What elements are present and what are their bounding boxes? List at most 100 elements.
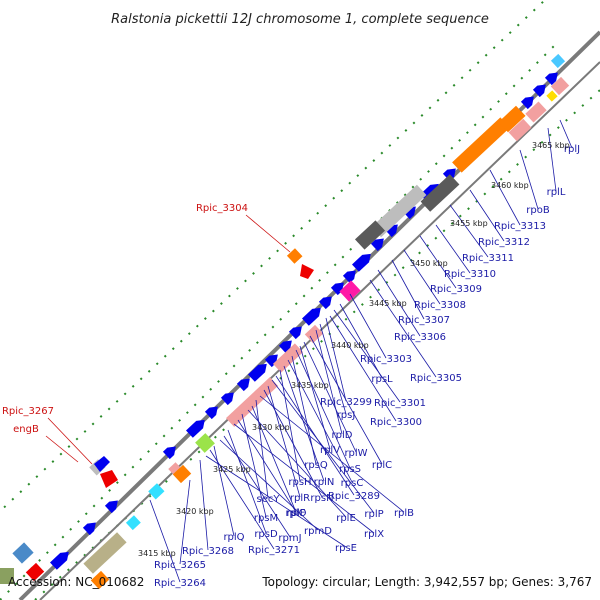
gene-label-rpic_3310: Rpic_3310 xyxy=(444,269,496,280)
leader-line xyxy=(263,389,323,498)
leader-line xyxy=(339,303,383,379)
leader-line xyxy=(149,499,181,583)
leader-line xyxy=(251,405,297,513)
gene-label-rpic_3303: Rpic_3303 xyxy=(360,354,412,365)
leader-line xyxy=(369,279,437,378)
leader-line xyxy=(295,349,351,469)
forward-gene-arrow xyxy=(370,238,384,252)
leader-line xyxy=(219,439,319,531)
highlight-gene-block xyxy=(90,570,110,590)
gene-label-rpic_3309: Rpic_3309 xyxy=(430,284,482,295)
forward-gene-arrow xyxy=(82,522,96,536)
red-arrow-3267 xyxy=(100,470,118,488)
leader-line xyxy=(303,341,357,453)
gene-label-rpic_3313: Rpic_3313 xyxy=(494,221,546,232)
gene-label-rpic_3305: Rpic_3305 xyxy=(410,373,462,384)
gene-label-rpic_3311: Rpic_3311 xyxy=(462,253,514,264)
gene-label-rpob: rpoB xyxy=(526,205,550,216)
leader-line xyxy=(299,345,331,450)
gc-skew-far-track xyxy=(0,0,546,513)
leader-line xyxy=(403,249,441,305)
orange-feature-rpob xyxy=(452,117,510,173)
leader-line xyxy=(227,429,267,534)
leader-line xyxy=(199,459,209,551)
blue-arrow-3267 xyxy=(94,456,110,472)
gene-label-rplf: rplF xyxy=(287,508,306,519)
green-feature xyxy=(195,433,215,453)
leader-line xyxy=(205,455,347,548)
gene-label-rpic_3312: Rpic_3312 xyxy=(478,237,530,248)
olive-corner-feature xyxy=(0,568,14,584)
leader-line xyxy=(247,409,347,518)
scale-tick-label: 3420 kbp xyxy=(176,507,214,516)
scale-tick-label: 3415 kbp xyxy=(138,549,176,558)
leader-line-red xyxy=(245,214,291,253)
forward-gene-arrow xyxy=(248,363,267,382)
gene-label-rpmd: rpmD xyxy=(304,526,332,537)
gene-label-rpic_3308: Rpic_3308 xyxy=(414,300,466,311)
forward-gene-arrow xyxy=(352,253,371,272)
gene-label-rplw: rplW xyxy=(344,448,367,459)
rna-gene-block xyxy=(550,76,570,96)
leader-line xyxy=(309,335,383,465)
gene-label-rpic_3307: Rpic_3307 xyxy=(398,315,450,326)
scale-tick-label: 3425 kbp xyxy=(213,465,251,474)
topology-summary: Topology: circular; Length: 3,942,557 bp… xyxy=(261,575,592,589)
gene-label-rpic_3271: Rpic_3271 xyxy=(248,545,300,556)
gc-skew-inner-track xyxy=(0,39,561,600)
yellow-feature-top xyxy=(546,90,558,102)
red-feature-bottom xyxy=(25,562,45,582)
scale-tick-label: 3460 kbp xyxy=(491,181,529,190)
forward-gene-arrow xyxy=(220,392,234,406)
gene-label-rplv: rplV xyxy=(320,445,340,456)
gene-label-rpsh: rpsH xyxy=(288,477,311,488)
gene-label-rpld: rplD xyxy=(332,430,353,441)
leader-line-red xyxy=(45,435,79,463)
forward-gene-arrow xyxy=(162,446,176,460)
accession-label: Accession: NC_010682 xyxy=(8,575,144,589)
forward-gene-arrow xyxy=(544,72,558,86)
forward-gene-arrow xyxy=(302,307,321,326)
gene-labels: rplJ rplL rpoB Rpic_3313 Rpic_3312 Rpic_3311 R… xyxy=(2,144,580,589)
gene-label-rplq: rplQ xyxy=(223,532,244,543)
leader-line xyxy=(223,435,291,538)
forward-gene-arrow xyxy=(236,378,250,392)
map-title: Ralstonia pickettii 12J chromosome 1, co… xyxy=(111,12,489,27)
highlight-gene-block xyxy=(172,464,192,484)
leader-line-red xyxy=(47,417,93,465)
leader-line xyxy=(179,479,191,565)
gene-label-rplo: rplO xyxy=(285,508,306,519)
rna-gene-block xyxy=(272,343,304,373)
leader-line xyxy=(325,317,347,402)
gene-label-rpic_3299: Rpic_3299 xyxy=(320,397,372,408)
orange-feature-top xyxy=(498,105,526,133)
leader-line xyxy=(449,204,489,258)
gene-label-rplp: rplP xyxy=(364,509,383,520)
forward-gene-arrow xyxy=(288,326,302,340)
dark-block-feature-2 xyxy=(420,174,460,212)
gene-label-rpic_3306: Rpic_3306 xyxy=(394,332,446,343)
gene-label-rplc: rplC xyxy=(372,460,392,471)
forward-gene-arrow xyxy=(318,296,332,310)
scale-tick-label: 3435 kbp xyxy=(291,381,329,390)
leader-line xyxy=(559,119,573,149)
gene-label-rplj: rplJ xyxy=(564,144,580,155)
gray-block-feature xyxy=(371,184,427,238)
rna-gene-block xyxy=(525,101,547,123)
gene-label-rpse: rpsE xyxy=(335,543,357,554)
gene-label-rpsd: rpsD xyxy=(254,529,278,540)
gene-label-rpic_3265: Rpic_3265 xyxy=(154,560,206,571)
leader-line xyxy=(377,269,421,337)
steelblue-feature xyxy=(12,542,34,564)
leader-line xyxy=(267,385,301,498)
leader-line xyxy=(241,413,267,518)
rna-gene-block xyxy=(508,118,532,142)
gene-label-rplb: rplB xyxy=(394,508,414,519)
gene-label-rpic_3300: Rpic_3300 xyxy=(370,417,422,428)
olive-feature xyxy=(83,532,127,574)
red-gene-label-rpic_3304: Rpic_3304 xyxy=(196,203,248,214)
gene-label-rpsn: rpsN xyxy=(310,493,333,504)
gene-label-rpsc: rpsC xyxy=(341,478,364,489)
leader-line xyxy=(435,224,471,274)
